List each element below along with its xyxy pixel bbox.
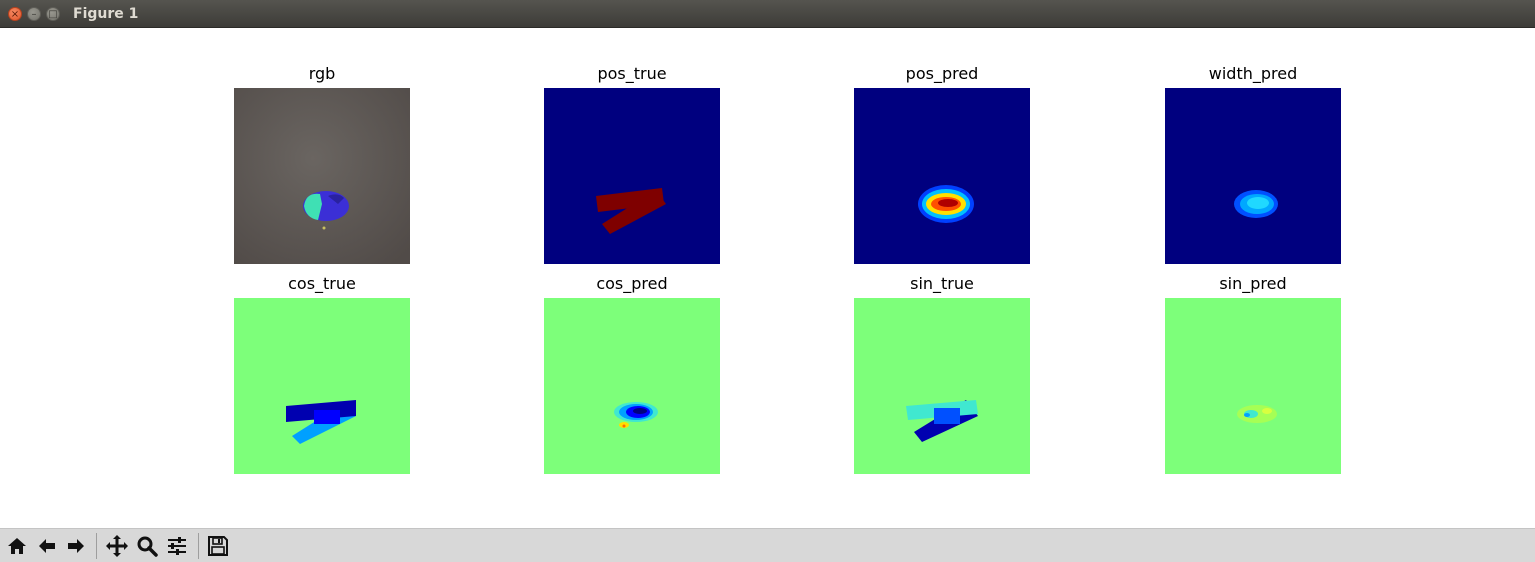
- back-button[interactable]: [34, 533, 60, 559]
- subplot-title: sin_pred: [1219, 274, 1287, 293]
- pan-button[interactable]: [104, 533, 130, 559]
- floppy-disk-icon: [208, 536, 228, 556]
- figure-canvas[interactable]: rgb pos_true pos_pred: [0, 28, 1535, 528]
- forward-button[interactable]: [63, 533, 89, 559]
- subplot-title: cos_pred: [596, 274, 668, 293]
- home-button[interactable]: [4, 533, 30, 559]
- rgb-image: [234, 88, 410, 264]
- home-icon: [8, 538, 26, 554]
- pos-pred-map: [854, 88, 1030, 264]
- subplot-title: width_pred: [1208, 64, 1298, 83]
- cos-pred-map: [544, 298, 720, 474]
- save-button[interactable]: [205, 533, 231, 559]
- toolbar-separator: [96, 533, 97, 559]
- zoom-button[interactable]: [134, 533, 160, 559]
- subplot-title: rgb: [308, 64, 336, 83]
- sliders-icon: [168, 537, 186, 555]
- toolbar-separator: [198, 533, 199, 559]
- maximize-window-button[interactable]: □: [46, 7, 60, 21]
- configure-subplots-button[interactable]: [164, 533, 190, 559]
- window-titlebar: × – □ Figure 1: [0, 0, 1535, 28]
- subplot-title: sin_true: [910, 274, 974, 293]
- width-pred-map: [1165, 88, 1341, 264]
- move-icon: [106, 535, 128, 557]
- subplot-title: cos_true: [288, 274, 356, 293]
- navigation-toolbar: [0, 528, 1535, 562]
- arrow-left-icon: [39, 539, 55, 553]
- sin-true-map: [854, 298, 1030, 474]
- pos-true-map: [544, 88, 720, 264]
- subplot-title: pos_pred: [905, 64, 979, 83]
- subplot-title: pos_true: [597, 64, 667, 83]
- minimize-window-button[interactable]: –: [27, 7, 41, 21]
- magnifier-icon: [137, 536, 158, 557]
- sin-pred-map: [1165, 298, 1341, 474]
- close-window-button[interactable]: ×: [8, 7, 22, 21]
- window-title: Figure 1: [73, 6, 139, 22]
- cos-true-map: [234, 298, 410, 474]
- arrow-right-icon: [68, 539, 84, 553]
